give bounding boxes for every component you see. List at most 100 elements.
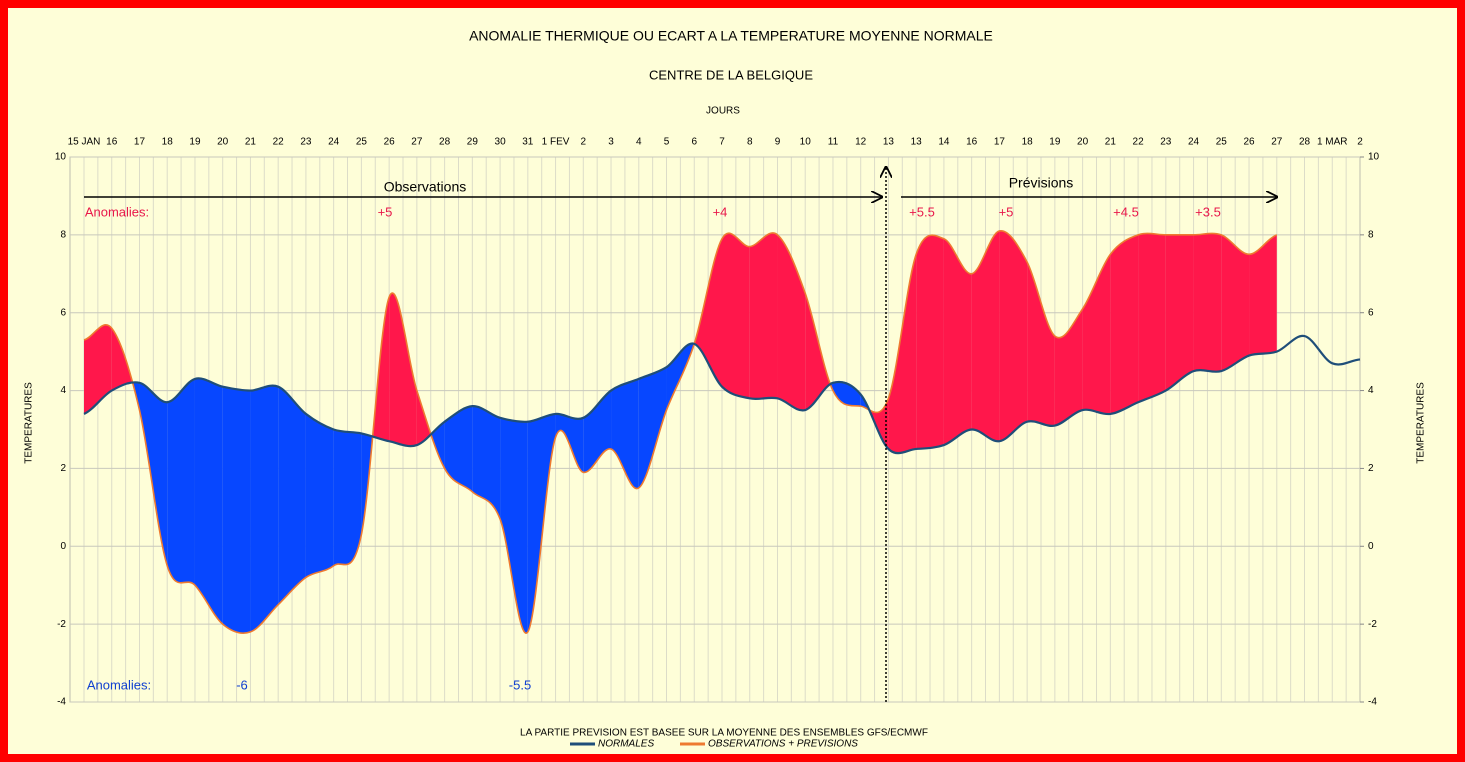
- x-tick-label: 20: [217, 137, 229, 148]
- anomaly-cold: [278, 386, 306, 605]
- anomaly-warm: [1054, 308, 1083, 426]
- anomaly-cold: [194, 378, 223, 625]
- anomaly-cold: [430, 421, 445, 469]
- x-tick-label: 12: [855, 137, 867, 148]
- x-tick-label: 19: [1049, 137, 1061, 148]
- x-tick-label: 9: [775, 137, 781, 148]
- y2-tick-label: 8: [1368, 229, 1374, 240]
- anomaly-cold: [638, 367, 667, 488]
- x-tick-label: 13: [911, 137, 923, 148]
- anomaly-cold: [167, 378, 195, 586]
- anomaly-warm: [1221, 234, 1250, 372]
- x-tick-label: 23: [1160, 137, 1172, 148]
- y-tick-label: -4: [57, 697, 66, 708]
- x-tick-label: 22: [1133, 137, 1145, 148]
- x-tick-label: 20: [1077, 137, 1089, 148]
- anomaly-warm: [111, 328, 133, 391]
- x-tick-label: 18: [1022, 137, 1034, 148]
- y2-tick-label: 0: [1368, 541, 1374, 552]
- x-tick-label: 3: [608, 137, 614, 148]
- y2-tick-label: -2: [1368, 619, 1377, 630]
- x-tick-label: 21: [1105, 137, 1117, 148]
- anomaly-warm: [1082, 254, 1111, 415]
- anomaly-warm: [1249, 234, 1277, 356]
- x-tick-label: 21: [245, 137, 257, 148]
- annotation: -6: [236, 677, 248, 692]
- x-tick-label: 23: [300, 137, 312, 148]
- anomaly-cold: [222, 386, 251, 634]
- anomaly-warm: [722, 233, 750, 399]
- x-tick-label: 11: [828, 137, 839, 148]
- anomaly-warm: [971, 230, 1000, 442]
- anomaly-warm: [869, 398, 889, 449]
- x-tick-label: 4: [636, 137, 642, 148]
- x-tick-label: 25: [1216, 137, 1228, 148]
- y2-tick-label: 4: [1368, 385, 1374, 396]
- anomaly-cold: [500, 417, 528, 634]
- anomaly-cold: [305, 413, 334, 578]
- x-tick-label: 2: [1357, 137, 1363, 148]
- anomaly-warm: [1165, 234, 1194, 391]
- x-tick-label: 14: [938, 137, 950, 148]
- x-tick-label: 8: [747, 137, 753, 148]
- x-tick-label: 18: [162, 137, 174, 148]
- x-tick-label: 26: [384, 137, 396, 148]
- y-tick-label: 6: [60, 307, 66, 318]
- annotation: Anomalies:: [85, 204, 149, 219]
- anomaly-warm: [888, 254, 917, 454]
- legend-label: NORMALES: [598, 739, 654, 750]
- y2-tick-label: 10: [1368, 152, 1380, 163]
- x-tick-label: 10: [800, 137, 812, 148]
- anomaly-warm: [1110, 234, 1139, 414]
- anomaly-warm: [999, 230, 1028, 442]
- x-tick-label: 13: [883, 137, 895, 148]
- x-tick-label: 16: [106, 137, 118, 148]
- x-tick-label: 28: [439, 137, 451, 148]
- y-tick-label: 8: [60, 229, 66, 240]
- y-tick-label: 4: [60, 385, 66, 396]
- x-tick-label: 22: [273, 137, 285, 148]
- x-tick-label: 1 FEV: [542, 137, 570, 148]
- anomaly-warm: [1193, 233, 1222, 372]
- chart-title: ANOMALIE THERMIQUE OU ECART A LA TEMPERA…: [469, 28, 993, 44]
- annotation: +5: [999, 204, 1014, 219]
- chart-subtitle: CENTRE DE LA BELGIQUE: [649, 67, 813, 82]
- y-tick-label: 2: [60, 463, 66, 474]
- x-tick-label: 17: [994, 137, 1006, 148]
- y-tick-label: 10: [55, 152, 67, 163]
- x-tick-label: 27: [411, 137, 423, 148]
- anomaly-warm: [943, 238, 972, 446]
- annotation: +5: [378, 204, 393, 219]
- annotation: Observations: [384, 179, 466, 195]
- anomaly-cold: [139, 382, 168, 566]
- x-tick-label: 31: [522, 137, 534, 148]
- legend-label: OBSERVATIONS + PREVISIONS: [708, 739, 858, 750]
- x-tick-label: 17: [134, 137, 146, 148]
- y2-tick-label: 6: [1368, 307, 1374, 318]
- x-tick-label: 16: [966, 137, 978, 148]
- x-axis-label: JOURS: [706, 106, 740, 117]
- anomaly-warm: [389, 293, 417, 447]
- annotation: +5.5: [909, 204, 935, 219]
- footnote: LA PARTIE PREVISION EST BASEE SUR LA MOY…: [520, 728, 928, 739]
- anomaly-cold: [527, 413, 556, 632]
- anomaly-cold: [250, 385, 279, 632]
- anomaly-warm: [84, 324, 112, 414]
- anomaly-cold: [444, 406, 473, 492]
- x-tick-label: 24: [328, 137, 340, 148]
- x-tick-label: 26: [1243, 137, 1255, 148]
- anomaly-warm: [1027, 262, 1055, 426]
- y2-axis-label: TEMPERATURES: [1416, 382, 1427, 464]
- anomaly-cold: [611, 378, 639, 489]
- annotation: +3.5: [1195, 204, 1221, 219]
- x-tick-label: 6: [691, 137, 697, 148]
- y2-tick-label: 2: [1368, 463, 1374, 474]
- x-tick-label: 19: [189, 137, 201, 148]
- x-tick-label: 24: [1188, 137, 1200, 148]
- anomaly-warm: [372, 297, 390, 442]
- fills: [84, 230, 1277, 634]
- anomaly-warm: [1138, 233, 1166, 403]
- x-tick-label: 29: [467, 137, 479, 148]
